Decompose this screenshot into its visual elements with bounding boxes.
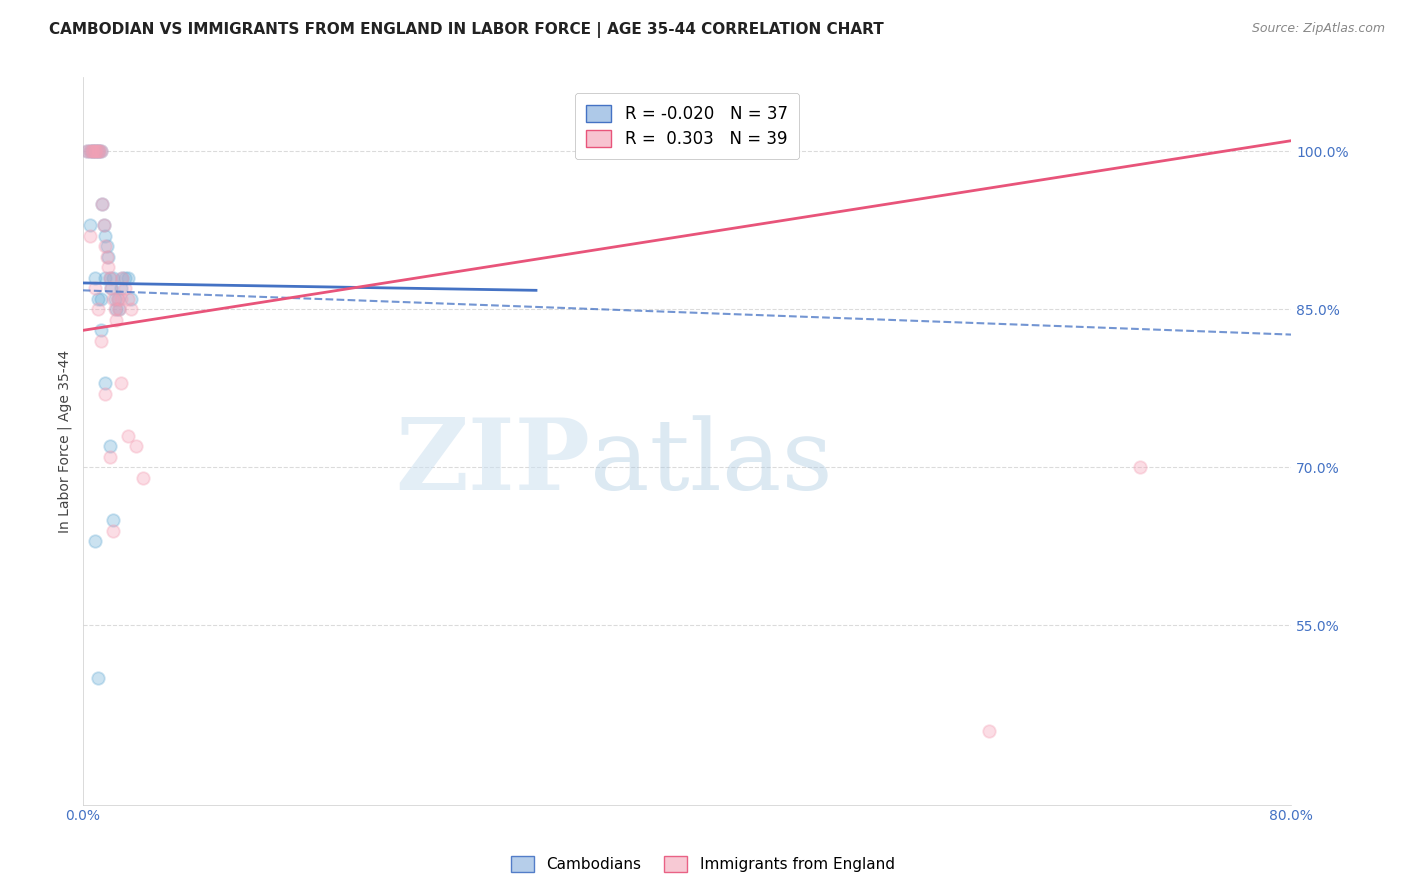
Legend: R = -0.020   N = 37, R =  0.303   N = 39: R = -0.020 N = 37, R = 0.303 N = 39: [575, 93, 800, 160]
Text: ZIP: ZIP: [395, 415, 591, 511]
Text: atlas: atlas: [591, 415, 834, 511]
Legend: Cambodians, Immigrants from England: Cambodians, Immigrants from England: [503, 848, 903, 880]
Text: CAMBODIAN VS IMMIGRANTS FROM ENGLAND IN LABOR FORCE | AGE 35-44 CORRELATION CHAR: CAMBODIAN VS IMMIGRANTS FROM ENGLAND IN …: [49, 22, 884, 38]
Y-axis label: In Labor Force | Age 35-44: In Labor Force | Age 35-44: [58, 350, 72, 533]
Text: Source: ZipAtlas.com: Source: ZipAtlas.com: [1251, 22, 1385, 36]
